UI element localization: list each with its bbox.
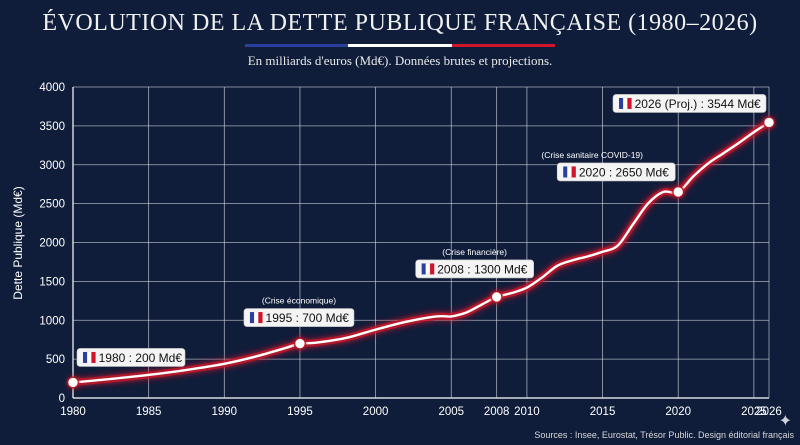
data-label-box xyxy=(556,162,676,182)
flag-icon-white xyxy=(425,263,431,275)
x-tick-label: 2008 xyxy=(484,406,510,418)
chart-title: ÉVOLUTION DE LA DETTE PUBLIQUE FRANÇAISE… xyxy=(42,10,758,36)
flag-icon-red xyxy=(258,312,263,324)
data-label-box xyxy=(415,259,534,279)
x-tick-label: 1985 xyxy=(136,406,162,418)
flag-icon-white xyxy=(623,97,628,110)
flag-icon-white xyxy=(567,166,572,178)
y-tick-label: 2500 xyxy=(39,199,65,211)
flag-icon-blue xyxy=(249,312,255,324)
flag-icon-red xyxy=(430,263,435,275)
flag-icon-red xyxy=(571,166,576,178)
y-tick-label: 3000 xyxy=(39,160,65,172)
y-tick-label: 0 xyxy=(59,393,65,405)
y-axis-label: Dette Publique (Md€) xyxy=(11,186,25,299)
flag-icon-red xyxy=(627,97,632,109)
data-label: 2008 : 1300 Md€ xyxy=(437,262,527,276)
flag-icon-red xyxy=(91,351,96,363)
flag-icon-blue xyxy=(563,166,568,178)
sparkle-icon: ✦ xyxy=(778,413,792,430)
flag-icon-white xyxy=(87,351,92,364)
flag-stripe-blue xyxy=(245,44,349,47)
annotation-note: (Crise financière) xyxy=(442,247,507,257)
x-tick-label: 2000 xyxy=(363,406,389,418)
annotation-note: (Crise économique) xyxy=(262,296,336,306)
flag-icon-blue xyxy=(83,351,88,363)
data-label: 1995 : 700 Md€ xyxy=(266,311,350,325)
data-label: 2020 : 2650 Md€ xyxy=(579,165,669,179)
y-tick-label: 4000 xyxy=(39,82,65,94)
x-tick-label: 2025 xyxy=(741,406,767,418)
y-tick-label: 2000 xyxy=(39,238,65,250)
flag-stripe-red xyxy=(451,44,555,47)
x-tick-label: 1990 xyxy=(212,406,238,418)
x-tick-label: 1995 xyxy=(287,406,313,418)
y-tick-label: 1000 xyxy=(39,315,65,327)
chart-subtitle: En milliards d'euros (Md€). Données brut… xyxy=(247,53,553,68)
data-point xyxy=(490,291,503,303)
flag-icon-blue xyxy=(619,97,624,109)
x-tick-label: 2005 xyxy=(438,406,464,418)
data-point xyxy=(763,116,775,129)
title-underline-flag xyxy=(245,44,555,47)
data-point xyxy=(67,376,79,389)
x-tick-label: 2020 xyxy=(665,406,691,418)
data-label: 2026 (Proj.) : 3544 Md€ xyxy=(635,97,761,111)
y-tick-label: 3500 xyxy=(39,121,65,133)
data-label-box xyxy=(612,94,767,113)
series-line xyxy=(72,121,770,384)
x-tick-label: 2010 xyxy=(514,406,540,418)
annotation-note: (Crise sanitaire COVID-19) xyxy=(541,150,643,160)
flag-icon-white xyxy=(254,311,259,324)
data-label: 1980 : 200 Md€ xyxy=(99,351,183,365)
x-tick-label: 2015 xyxy=(590,406,616,418)
source-note: Sources : Insee, Eurostat, Trésor Public… xyxy=(534,430,794,440)
data-point xyxy=(672,186,684,198)
x-tick-label: 2026 xyxy=(756,406,782,418)
y-tick-label: 1500 xyxy=(39,276,65,288)
x-tick-label: 1980 xyxy=(60,406,86,418)
data-point xyxy=(294,337,306,350)
y-tick-label: 500 xyxy=(46,354,65,366)
series-line-glow xyxy=(72,119,771,386)
data-label-box xyxy=(243,308,355,327)
data-label-box xyxy=(76,348,186,367)
flag-icon-blue xyxy=(421,263,426,275)
flag-stripe-white xyxy=(348,44,452,47)
